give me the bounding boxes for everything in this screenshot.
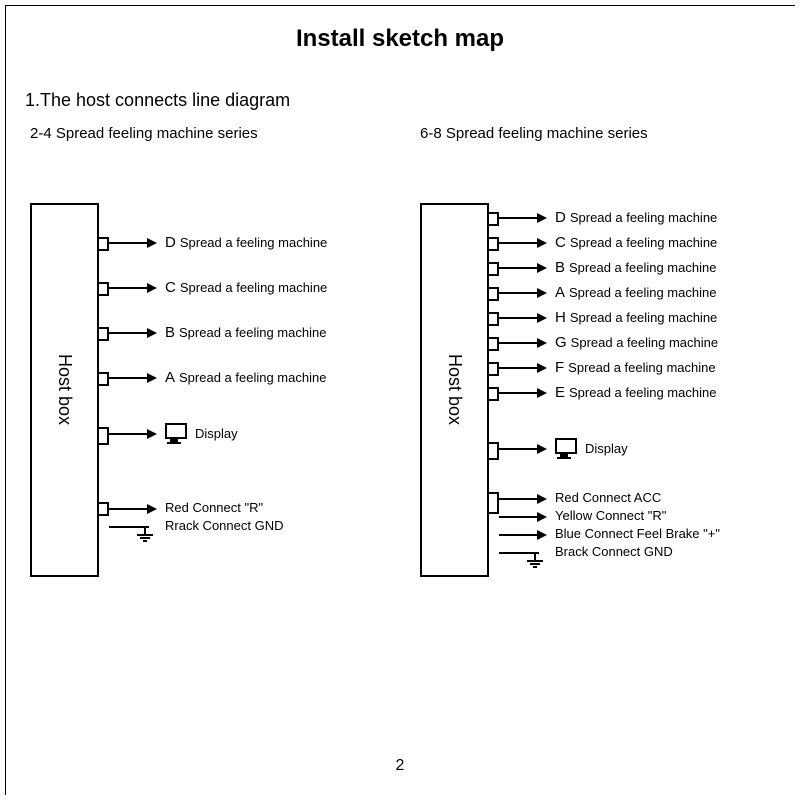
connection-label: HSpread a feeling machine [555,309,717,326]
connector-line [499,267,539,269]
connection-label: BSpread a feeling machine [555,259,716,276]
power-label: Blue Connect Feel Brake "+" [555,526,720,541]
ground-icon [137,526,153,542]
connector-line [499,392,539,394]
connection-label: ASpread a feeling machine [555,284,716,301]
arrow-icon [537,363,547,373]
power-label: Red Connect ACC [555,490,661,505]
page-title: Install sketch map [0,0,800,53]
arrow-icon [537,444,547,454]
arrow-icon [147,328,157,338]
page-number: 2 [0,757,800,775]
connection-label: GSpread a feeling machine [555,334,718,351]
arrow-icon [537,263,547,273]
connection-label: CSpread a feeling machine [555,234,717,251]
connector-port [487,287,499,301]
arrow-icon [147,373,157,383]
connector-line [499,367,539,369]
display-icon [165,423,183,437]
connection-label: ESpread a feeling machine [555,384,716,401]
connector-port [487,337,499,351]
connector-line [499,498,539,500]
arrow-icon [537,213,547,223]
connector-port [487,212,499,226]
right-series-label: 6-8 Spread feeling machine series [420,125,648,142]
ground-icon [527,552,543,568]
connector-port [487,442,499,460]
connector-port [487,387,499,401]
arrow-icon [537,338,547,348]
arrow-icon [537,238,547,248]
arrow-icon [537,494,547,504]
connector-port [97,282,109,296]
arrow-icon [537,530,547,540]
connector-line [109,332,149,334]
connector-port [97,502,109,516]
connector-port [97,427,109,445]
subtitle: 1.The host connects line diagram [25,90,290,111]
connector-line [499,242,539,244]
connector-line [109,433,149,435]
connector-line [499,342,539,344]
connector-port [487,237,499,251]
arrow-icon [147,283,157,293]
host-box: Host box [420,203,489,577]
host-box: Host box [30,203,99,577]
connection-label: FSpread a feeling machine [555,359,716,376]
arrow-icon [537,512,547,522]
connection-label: DSpread a feeling machine [165,234,327,251]
connection-label: ASpread a feeling machine [165,369,326,386]
arrow-icon [537,388,547,398]
arrow-icon [537,313,547,323]
connector-line [499,448,539,450]
connector-line [499,534,539,536]
power-label: Red Connect "R" [165,500,263,515]
connector-line [109,242,149,244]
connector-line [499,217,539,219]
power-label: Rrack Connect GND [165,518,283,533]
left-series-label: 2-4 Spread feeling machine series [30,125,258,142]
display-label: Display [195,426,238,441]
connection-label: DSpread a feeling machine [555,209,717,226]
arrow-icon [147,238,157,248]
connector-port [97,327,109,341]
arrow-icon [147,504,157,514]
connection-label: CSpread a feeling machine [165,279,327,296]
arrow-icon [147,429,157,439]
connector-line [109,287,149,289]
arrow-icon [537,288,547,298]
connector-port [487,492,499,514]
power-label: Brack Connect GND [555,544,673,559]
connector-port [487,362,499,376]
connector-port [97,237,109,251]
connector-line [499,317,539,319]
connector-line [499,516,539,518]
display-icon [555,438,573,452]
connector-line [109,508,149,510]
connector-port [97,372,109,386]
connector-line [109,377,149,379]
display-label: Display [585,441,628,456]
power-label: Yellow Connect "R" [555,508,666,523]
connector-line [499,292,539,294]
connection-label: BSpread a feeling machine [165,324,326,341]
connector-port [487,262,499,276]
connector-port [487,312,499,326]
